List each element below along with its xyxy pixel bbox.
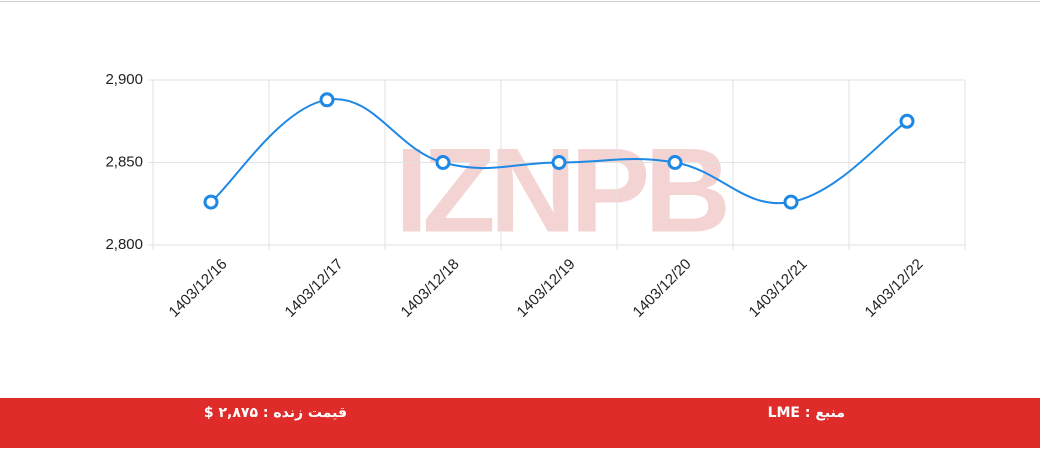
x-tick-label: 1403/12/16: [166, 256, 231, 321]
point: [551, 155, 567, 170]
source: منبع : LME: [767, 405, 845, 421]
x-tick-label: 1403/12/18: [398, 256, 463, 321]
point: [435, 155, 451, 170]
point: [783, 194, 799, 210]
x-tick-label: 1403/12/21: [746, 256, 811, 321]
point: [203, 194, 219, 210]
x-tick-label: 1403/12/20: [630, 256, 695, 321]
point: [667, 155, 683, 170]
y-tick-label: 2,900: [105, 71, 143, 88]
point: [899, 113, 915, 129]
watermark: IZNPB: [395, 124, 726, 258]
x-tick-label: 1403/12/19: [514, 256, 579, 321]
live-price: قیمت زنده : ۲,۸۷۵ $: [203, 405, 347, 421]
y-tick-label: 2,800: [105, 236, 143, 253]
chart: IZNPB 2,800 2,850 2,900 1403/12/16 1403/12/17…: [0, 1, 1040, 321]
point: [319, 92, 335, 108]
footer: منبع : LME قیمت زنده : ۲,۸۷۵ $: [0, 398, 1040, 448]
x-tick-label: 1403/12/22: [862, 256, 927, 321]
x-tick-label: 1403/12/17: [282, 256, 347, 321]
y-tick-label: 2,850: [105, 153, 143, 170]
